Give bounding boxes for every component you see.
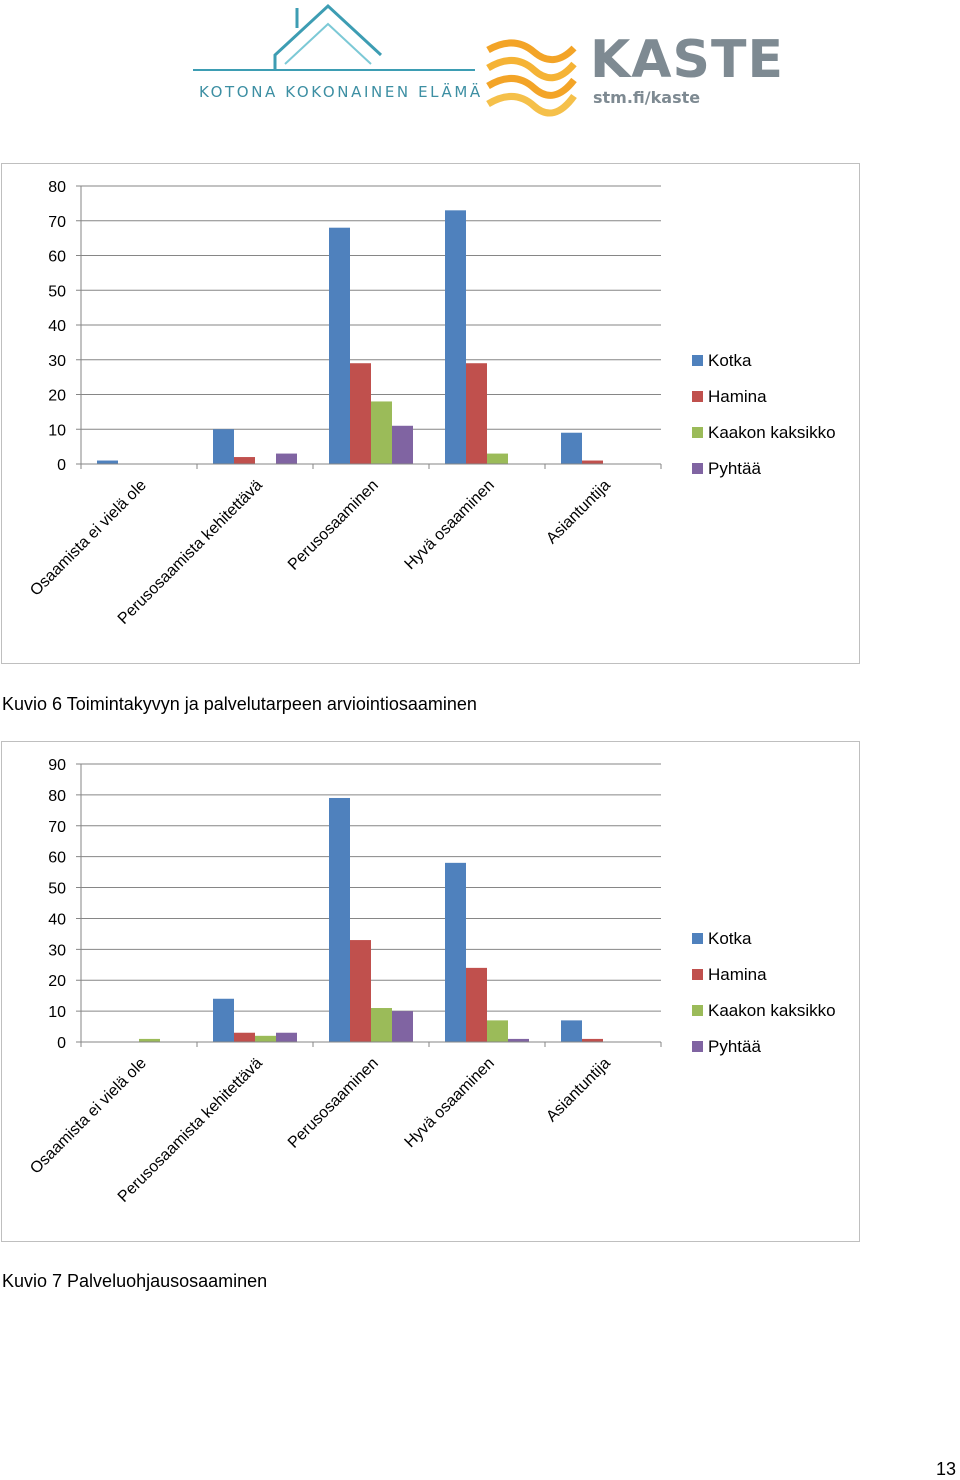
y-tick-label: 0 [57, 457, 66, 474]
x-category-label: Osaamista ei vielä ole [27, 477, 150, 600]
chart-figure-7: 0 10 20 30 40 50 60 70 80 90 Osaamista ei vielä ol… [1, 741, 860, 1242]
bar [371, 401, 392, 464]
x-category-label: Asiantuntija [543, 1055, 614, 1126]
bar [582, 1038, 603, 1042]
legend-label: Kaakon kaksikko [708, 423, 836, 442]
y-tick-label: 0 [57, 1035, 66, 1052]
legend-label: Hamina [708, 387, 767, 406]
bar [561, 1020, 582, 1042]
bar [445, 862, 466, 1042]
y-tick-label: 90 [48, 757, 66, 774]
bar [371, 1008, 392, 1042]
y-tick-label: 30 [48, 353, 66, 370]
legend-swatch [692, 1005, 703, 1016]
x-category-label: Perusosaaminen [285, 1055, 382, 1152]
y-tick-label: 10 [48, 422, 66, 439]
legend-label: Pyhtää [708, 459, 761, 478]
page-number: 13 [935, 1459, 956, 1479]
bar-chart-svg: 0 10 20 30 40 50 60 70 80 Osaamista ei vielä ole P… [27, 179, 836, 628]
bar [139, 1038, 160, 1042]
bar [350, 940, 371, 1042]
bar [276, 453, 297, 464]
y-tick-label: 50 [48, 881, 66, 898]
bar [466, 967, 487, 1042]
bar [329, 797, 350, 1042]
legend-swatch [692, 391, 703, 402]
bar [213, 429, 234, 464]
legend-swatch [692, 933, 703, 944]
legend-swatch [692, 427, 703, 438]
y-tick-label: 80 [48, 179, 66, 196]
bar-chart-svg: 0 10 20 30 40 50 60 70 80 90 Osaamista ei vielä ol… [27, 757, 836, 1206]
y-tick-label: 50 [48, 283, 66, 300]
x-category-label: Hyvä osaaminen [402, 477, 498, 573]
logo-right-url: stm.fi/kaste [593, 88, 701, 107]
bar [392, 425, 413, 464]
x-category-label: Osaamista ei vielä ole [27, 1055, 150, 1178]
y-tick-label: 40 [48, 911, 66, 928]
bar [329, 227, 350, 464]
logo-right-word: KASTE [590, 30, 784, 90]
y-tick-label: 30 [48, 942, 66, 959]
bar [392, 1011, 413, 1042]
bar [487, 1020, 508, 1042]
x-category-label: Perusosaaminen [285, 477, 382, 574]
figure-7-caption: Kuvio 7 Palveluohjausosaaminen [2, 1271, 268, 1291]
bar [213, 998, 234, 1042]
bar [561, 432, 582, 464]
legend-label: Kotka [708, 929, 752, 948]
house-logo-icon [193, 3, 475, 71]
legend-swatch [692, 355, 703, 366]
legend-label: Kaakon kaksikko [708, 1001, 836, 1020]
figure-6-caption: Kuvio 6 Toimintakyvyn ja palvelutarpeen … [2, 694, 477, 714]
y-tick-label: 80 [48, 788, 66, 805]
legend-label: Hamina [708, 965, 767, 984]
legend-label: Kotka [708, 351, 752, 370]
bar [255, 1035, 276, 1042]
bar [97, 460, 118, 464]
x-category-label: Hyvä osaaminen [402, 1055, 498, 1151]
y-tick-label: 70 [48, 214, 66, 231]
legend-label: Pyhtää [708, 1037, 761, 1056]
bar [582, 460, 603, 464]
bar [234, 457, 255, 464]
y-tick-label: 60 [48, 850, 66, 867]
x-category-label: Asiantuntija [543, 477, 614, 548]
kaste-waves-icon [486, 39, 577, 117]
legend-swatch [692, 969, 703, 980]
bar [487, 453, 508, 464]
y-tick-label: 20 [48, 388, 66, 405]
bar [445, 210, 466, 464]
bar [350, 363, 371, 464]
header-logos: KOTONA KOKONAINEN ELÄMÄ KASTE stm.fi/kas… [0, 0, 960, 150]
y-tick-label: 20 [48, 973, 66, 990]
bar [276, 1032, 297, 1042]
y-tick-label: 10 [48, 1004, 66, 1021]
y-tick-label: 70 [48, 819, 66, 836]
legend-swatch [692, 1041, 703, 1052]
bar [508, 1038, 529, 1042]
y-tick-label: 40 [48, 318, 66, 335]
legend-swatch [692, 463, 703, 474]
bar [466, 363, 487, 464]
logo-left-text: KOTONA KOKONAINEN ELÄMÄ [199, 83, 483, 101]
bar [234, 1032, 255, 1042]
y-tick-label: 60 [48, 249, 66, 266]
chart-figure-6: 0 10 20 30 40 50 60 70 80 Osaamista ei vielä ole P… [1, 163, 860, 664]
